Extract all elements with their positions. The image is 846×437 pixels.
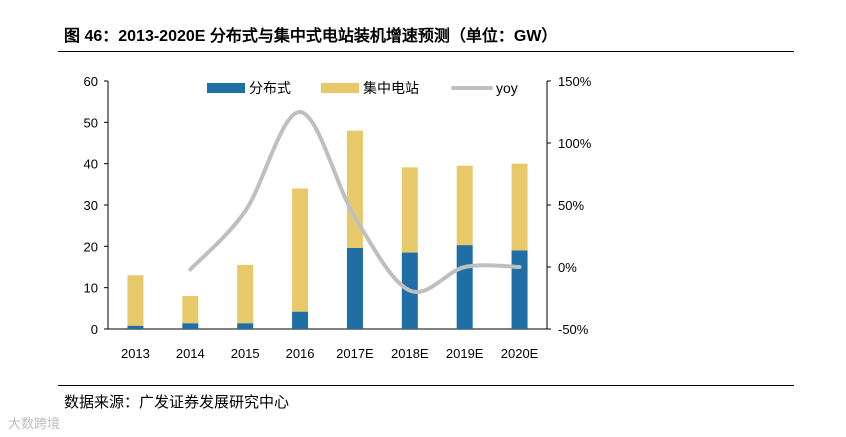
chart-axes: 0 10 20 30 40 50 60 -50% 0% 50% 100% 150% 2013 2014 20… bbox=[84, 74, 592, 361]
y-left-tick-label: 50 bbox=[84, 115, 98, 130]
y-right-tick-label: 150% bbox=[558, 74, 592, 89]
bar-centralized bbox=[401, 167, 418, 253]
x-tick-label: 2013 bbox=[121, 346, 150, 361]
bar-distributed bbox=[456, 245, 473, 329]
bar-centralized bbox=[346, 130, 363, 248]
y-right-tick-label: 100% bbox=[558, 136, 592, 151]
bar-centralized bbox=[456, 165, 473, 246]
legend-swatch-distributed bbox=[207, 83, 245, 93]
source-divider bbox=[58, 385, 794, 386]
bar-distributed bbox=[511, 250, 528, 329]
y-left-tick-label: 0 bbox=[91, 322, 98, 337]
legend-label-yoy: yoy bbox=[496, 80, 518, 96]
yoy-line-layer bbox=[188, 109, 522, 295]
chart-title: 图 46：2013-2020E 分布式与集中式电站装机增速预测（单位：GW） bbox=[64, 28, 558, 45]
legend-label-distributed: 分布式 bbox=[249, 80, 291, 96]
title-divider bbox=[58, 51, 794, 52]
chart-legend: 分布式 集中电站 yoy bbox=[207, 80, 518, 96]
y-right-tick-label: 50% bbox=[558, 198, 584, 213]
bar-centralized bbox=[182, 295, 199, 324]
x-tick-label: 2016 bbox=[286, 346, 315, 361]
y-left-tick-label: 40 bbox=[84, 157, 98, 172]
x-tick-label: 2015 bbox=[231, 346, 260, 361]
legend-label-centralized: 集中电站 bbox=[363, 80, 419, 96]
bar-centralized bbox=[237, 264, 254, 324]
bar-distributed bbox=[127, 325, 144, 329]
bar-distributed bbox=[292, 311, 309, 329]
y-left-tick-label: 20 bbox=[84, 239, 98, 254]
y-left-tick-label: 10 bbox=[84, 281, 98, 296]
legend-swatch-centralized bbox=[321, 83, 359, 93]
y-right-tick-label: -50% bbox=[558, 322, 589, 337]
x-tick-label: 2014 bbox=[176, 346, 205, 361]
x-tick-label: 2019E bbox=[446, 346, 484, 361]
yoy-line bbox=[188, 109, 522, 295]
bar-distributed bbox=[346, 247, 363, 329]
bar-distributed bbox=[237, 323, 254, 329]
chart-canvas: 0 10 20 30 40 50 60 -50% 0% 50% 100% 150% 2013 2014 20… bbox=[84, 74, 592, 361]
bar-centralized bbox=[511, 163, 528, 251]
bar-centralized bbox=[292, 188, 309, 312]
x-tick-label: 2017E bbox=[336, 346, 374, 361]
y-right-tick-label: 0% bbox=[558, 260, 577, 275]
source-note: 数据来源：广发证券发展研究中心 bbox=[64, 394, 290, 411]
x-tick-label: 2018E bbox=[391, 346, 429, 361]
bar-distributed bbox=[182, 323, 199, 329]
y-left-tick-label: 60 bbox=[84, 74, 98, 89]
x-tick-label: 2020E bbox=[501, 346, 539, 361]
y-left-tick-label: 30 bbox=[84, 198, 98, 213]
bar-centralized bbox=[127, 275, 144, 326]
watermark: 大数跨境 bbox=[8, 416, 61, 431]
chart-bars bbox=[127, 130, 528, 329]
